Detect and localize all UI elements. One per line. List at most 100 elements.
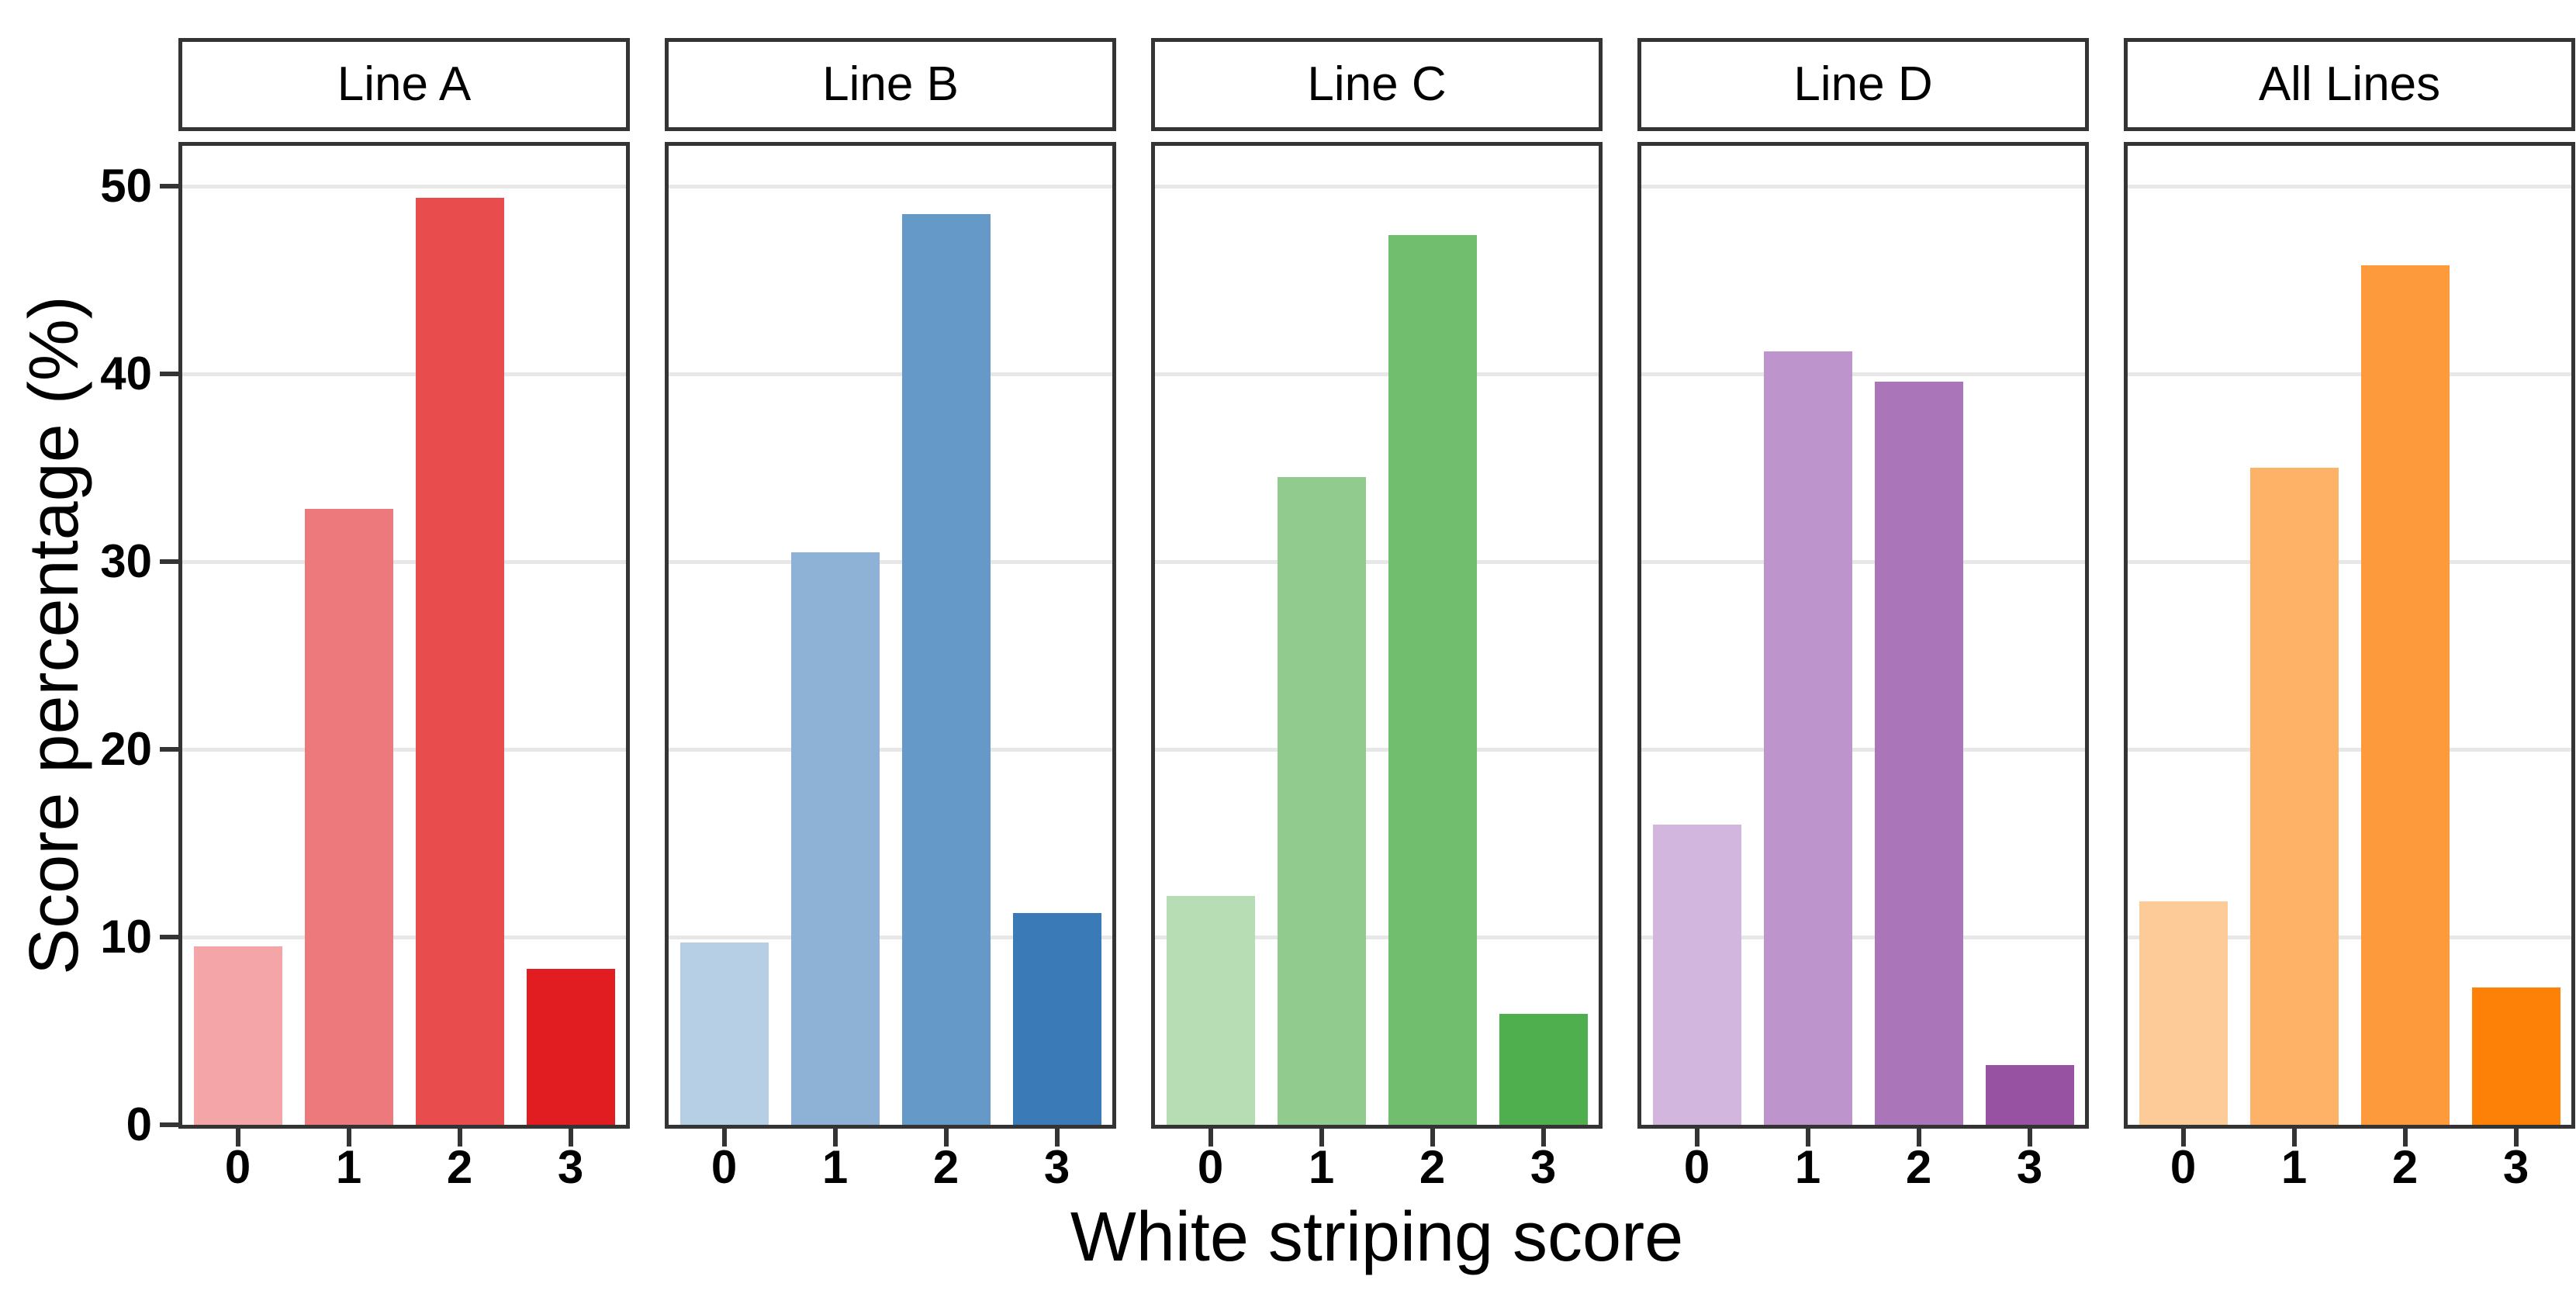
gridline-50 (182, 185, 626, 188)
y-axis-tick-mark (160, 1122, 178, 1127)
gridline-50 (669, 185, 1112, 188)
x-axis-tick-mark (832, 1129, 838, 1147)
bar-line-c-score-2 (1388, 235, 1477, 1125)
x-axis-tick-mark (1208, 1129, 1213, 1147)
x-axis-tick-mark (1319, 1129, 1324, 1147)
x-axis-tick-mark (2513, 1129, 2519, 1147)
x-axis-tick-label: 2 (932, 1141, 960, 1193)
bar-all-lines-score-2 (2361, 265, 2450, 1125)
x-axis-tick-mark (235, 1129, 240, 1147)
y-axis-tick-mark (160, 372, 178, 376)
x-axis-tick-mark (346, 1129, 351, 1147)
x-axis-tick-mark (2180, 1129, 2186, 1147)
x-axis-tick-label: 3 (1043, 1141, 1070, 1193)
facet-panel-all-lines (2124, 142, 2575, 1129)
x-axis-tick-mark (1916, 1129, 1921, 1147)
bar-line-c-score-1 (1278, 477, 1366, 1125)
bar-line-c-score-3 (1499, 1014, 1588, 1125)
bar-line-d-score-2 (1875, 382, 1963, 1125)
gridline-20 (1155, 748, 1599, 752)
x-axis-tick-mark (1430, 1129, 1435, 1147)
y-axis-tick-label: 0 (126, 1098, 152, 1150)
x-axis-tick-label: 3 (1530, 1141, 1557, 1193)
x-axis-tick-mark (943, 1129, 949, 1147)
facet-strip-line-c: Line C (1151, 38, 1603, 131)
bar-line-d-score-3 (1986, 1065, 2074, 1125)
facet-strip-line-a: Line A (178, 38, 630, 131)
bar-line-b-score-3 (1013, 913, 1101, 1125)
x-axis-tick-mark (457, 1129, 462, 1147)
x-axis-tick-label: 2 (1905, 1141, 1932, 1193)
y-axis-tick-mark (160, 747, 178, 752)
y-axis-tick-label: 20 (100, 723, 152, 775)
gridline-10 (1641, 936, 2085, 939)
x-axis-tick-label: 2 (446, 1141, 473, 1193)
x-axis-tick-label: 1 (335, 1141, 362, 1193)
gridline-30 (1641, 560, 2085, 564)
facet-panel-line-d (1637, 142, 2089, 1129)
gridline-40 (669, 372, 1112, 376)
x-axis-tick-label: 1 (821, 1141, 849, 1193)
gridline-10 (1155, 936, 1599, 939)
y-axis-tick-label: 50 (100, 160, 152, 212)
x-axis-tick-label: 3 (557, 1141, 584, 1193)
bar-line-a-score-1 (305, 509, 393, 1125)
bar-line-b-score-2 (902, 214, 991, 1125)
x-axis-tick-label: 1 (1308, 1141, 1335, 1193)
gridline-20 (669, 748, 1112, 752)
gridline-20 (2128, 748, 2571, 752)
bar-all-lines-score-0 (2139, 901, 2228, 1125)
gridline-30 (1155, 560, 1599, 564)
x-axis-tick-label: 0 (224, 1141, 251, 1193)
bar-line-a-score-2 (416, 198, 504, 1125)
x-axis-tick-mark (568, 1129, 573, 1147)
bar-line-b-score-0 (680, 942, 769, 1125)
gridline-40 (1641, 372, 2085, 376)
facet-panel-line-c (1151, 142, 1603, 1129)
facet-strip-line-b: Line B (665, 38, 1116, 131)
bar-all-lines-score-1 (2250, 468, 2339, 1125)
gridline-10 (669, 936, 1112, 939)
gridline-10 (182, 936, 626, 939)
bar-line-a-score-0 (194, 946, 282, 1125)
facet-strip-all-lines: All Lines (2124, 38, 2575, 131)
facet-panel-line-b (665, 142, 1116, 1129)
y-axis-tick-mark (160, 184, 178, 188)
y-axis-tick-mark (160, 559, 178, 564)
gridline-50 (1155, 185, 1599, 188)
y-axis-tick-mark (160, 935, 178, 939)
x-axis-tick-label: 3 (2016, 1141, 2043, 1193)
x-axis-tick-mark (1054, 1129, 1060, 1147)
gridline-30 (2128, 560, 2571, 564)
gridline-10 (2128, 936, 2571, 939)
x-axis-tick-mark (1540, 1129, 1546, 1147)
x-axis-tick-label: 1 (1794, 1141, 1821, 1193)
gridline-20 (1641, 748, 2085, 752)
gridline-40 (1155, 372, 1599, 376)
bar-line-d-score-1 (1764, 351, 1852, 1125)
x-axis-tick-label: 0 (1197, 1141, 1224, 1193)
x-axis-tick-label: 0 (2170, 1141, 2197, 1193)
facet-strip-line-d: Line D (1637, 38, 2089, 131)
bar-all-lines-score-3 (2472, 987, 2560, 1125)
x-axis-tick-mark (1805, 1129, 1810, 1147)
x-axis-tick-label: 3 (2502, 1141, 2529, 1193)
bar-line-d-score-0 (1653, 825, 1741, 1125)
gridline-50 (1641, 185, 2085, 188)
gridline-40 (182, 372, 626, 376)
x-axis-tick-label: 2 (2391, 1141, 2419, 1193)
y-axis-title: Score percentage (%) (16, 296, 93, 975)
gridline-30 (669, 560, 1112, 564)
y-axis-tick-label: 30 (100, 535, 152, 587)
x-axis-tick-mark (2402, 1129, 2408, 1147)
x-axis-tick-mark (721, 1129, 727, 1147)
bar-line-c-score-0 (1167, 896, 1255, 1125)
gridline-30 (182, 560, 626, 564)
gridline-40 (2128, 372, 2571, 376)
gridline-50 (2128, 185, 2571, 188)
x-axis-tick-mark (2291, 1129, 2297, 1147)
facet-panel-line-a (178, 142, 630, 1129)
x-axis-tick-label: 0 (1683, 1141, 1710, 1193)
x-axis-title: White striping score (1070, 1198, 1684, 1276)
